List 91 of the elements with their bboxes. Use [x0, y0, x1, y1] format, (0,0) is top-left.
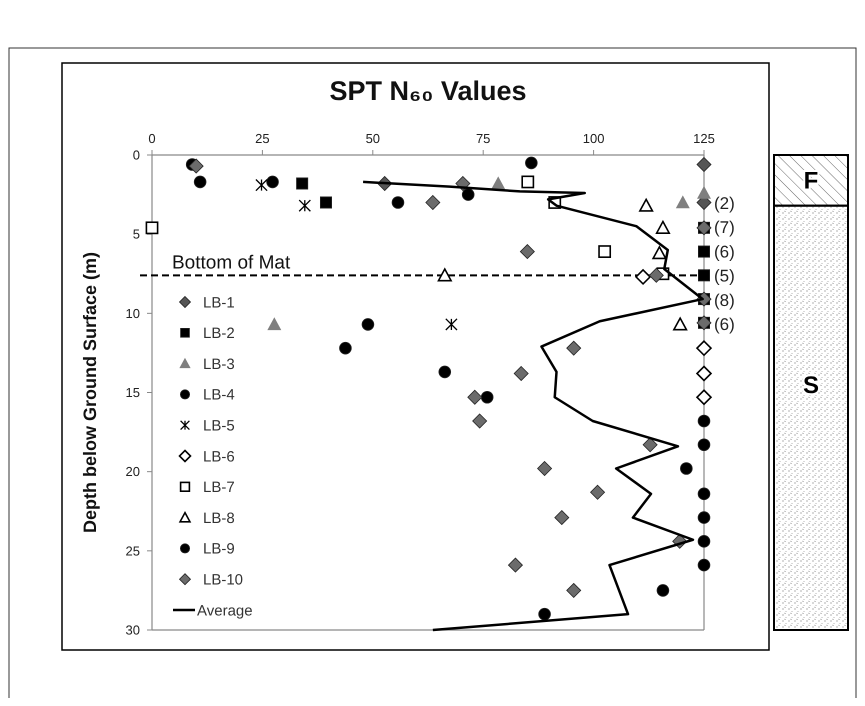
- point: [698, 511, 710, 524]
- point: [362, 318, 374, 331]
- point: [697, 186, 711, 199]
- legend-label: LB-1: [203, 294, 235, 312]
- point: [656, 220, 670, 234]
- point: [698, 414, 710, 428]
- point: [676, 196, 690, 208]
- text: (5): [714, 266, 735, 286]
- x-tick-label: 0: [148, 131, 156, 146]
- point: [696, 157, 712, 172]
- legend-label: LB-9: [203, 540, 235, 558]
- y-tick-label: 10: [126, 306, 140, 321]
- point: [480, 390, 494, 404]
- point: [508, 558, 523, 572]
- text: S: [802, 372, 820, 399]
- text: F: [804, 168, 818, 195]
- y-tick-label: 0: [132, 148, 140, 163]
- point: [590, 484, 605, 500]
- point: [698, 558, 710, 572]
- point: [538, 608, 551, 620]
- point: [537, 461, 552, 476]
- point: [698, 269, 710, 282]
- point: [698, 488, 710, 500]
- point: [698, 246, 710, 258]
- point: [698, 438, 710, 452]
- point: [656, 584, 670, 597]
- point: [652, 246, 666, 260]
- legend-label: LB-5: [203, 417, 235, 434]
- point: [598, 245, 612, 258]
- legend-label: LB-3: [203, 356, 235, 373]
- point: [320, 196, 332, 208]
- text: (6): [714, 242, 735, 262]
- point: [648, 268, 664, 283]
- legend-label: Average: [197, 602, 253, 620]
- y-tick-label: 30: [126, 622, 140, 638]
- point: [696, 340, 712, 356]
- legend-label: LB-4: [203, 386, 235, 404]
- point: [554, 510, 570, 525]
- text: (8): [714, 290, 735, 310]
- point: [472, 414, 488, 428]
- point: [696, 366, 712, 382]
- legend-label: LB-7: [203, 479, 235, 496]
- point: [146, 221, 158, 234]
- point: [698, 535, 710, 548]
- x-tick-label: 75: [476, 131, 490, 146]
- x-tick-label: 50: [366, 131, 380, 146]
- point: [635, 269, 651, 285]
- point: [339, 342, 352, 354]
- point: [438, 268, 452, 282]
- text: (6): [714, 314, 735, 334]
- y-tick-label: 25: [126, 543, 140, 558]
- point: [467, 390, 482, 405]
- x-tick-label: 125: [693, 131, 715, 146]
- point: [425, 195, 440, 210]
- x-tick-label: 25: [255, 131, 270, 146]
- point: [492, 176, 505, 190]
- point: [680, 462, 693, 475]
- text: (2): [714, 194, 735, 213]
- legend-label: LB-6: [203, 448, 235, 466]
- point: [438, 366, 452, 378]
- point: [188, 158, 204, 174]
- point: [520, 244, 535, 259]
- point: [673, 317, 688, 331]
- point: [296, 178, 308, 190]
- point: [392, 196, 404, 209]
- y-tick-label: 20: [126, 464, 140, 480]
- y-tick-label: 5: [132, 226, 140, 242]
- chart-title: SPT N₆₀ Values: [329, 76, 527, 106]
- y-axis-title: Depth below Ground Surface (m): [80, 252, 100, 534]
- point: [268, 318, 282, 330]
- y-tick-label: 15: [126, 385, 140, 400]
- point: [194, 176, 206, 188]
- point: [566, 583, 582, 598]
- ref-line-label: Bottom of Mat: [172, 252, 291, 274]
- point: [445, 318, 458, 331]
- point: [525, 156, 538, 170]
- text: (7): [714, 218, 735, 238]
- x-tick-label: 100: [582, 131, 604, 146]
- point: [639, 198, 654, 212]
- point: [514, 366, 529, 381]
- legend-label: LB-2: [203, 325, 235, 342]
- legend-label: LB-10: [203, 571, 244, 588]
- point: [255, 178, 268, 192]
- legend-label: LB-8: [203, 510, 235, 527]
- point: [298, 199, 312, 212]
- point: [566, 340, 582, 356]
- point: [462, 188, 474, 201]
- point: [642, 437, 658, 452]
- point: [266, 176, 279, 188]
- point: [521, 176, 534, 188]
- point: [696, 389, 712, 406]
